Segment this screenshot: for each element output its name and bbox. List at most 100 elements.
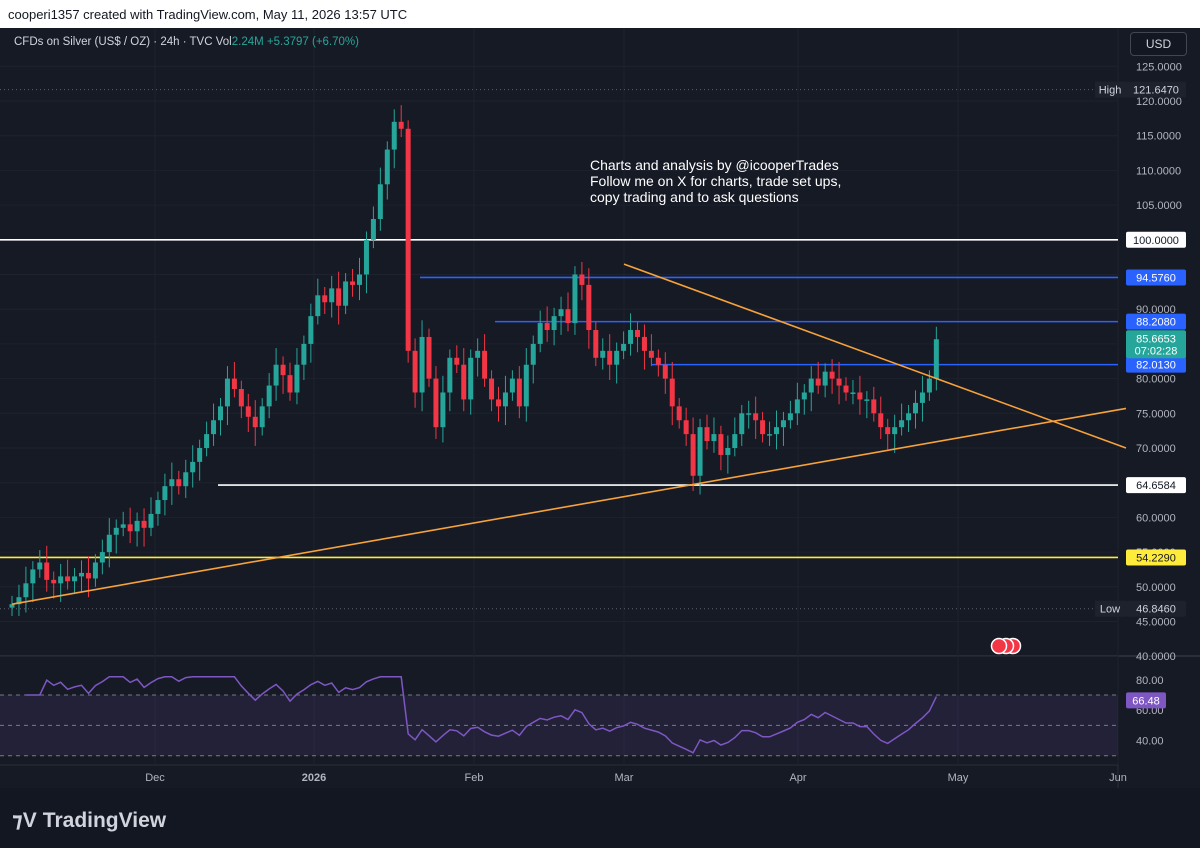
candle[interactable] — [767, 434, 773, 436]
candle[interactable] — [183, 472, 189, 487]
candle[interactable] — [593, 330, 599, 358]
candle[interactable] — [780, 420, 786, 428]
candle[interactable] — [502, 392, 508, 407]
candle[interactable] — [926, 378, 932, 393]
candle[interactable] — [357, 274, 362, 285]
candle[interactable] — [218, 406, 223, 421]
candle[interactable] — [322, 295, 328, 303]
candle[interactable] — [301, 343, 307, 365]
candle[interactable] — [162, 486, 168, 501]
candle[interactable] — [65, 576, 71, 582]
tradingview-logo[interactable]: ⁊V TradingView — [12, 808, 166, 833]
candle[interactable] — [913, 402, 918, 414]
candle[interactable] — [461, 364, 467, 400]
candle[interactable] — [113, 527, 119, 535]
candle[interactable] — [509, 378, 515, 393]
candle[interactable] — [329, 288, 335, 303]
candle[interactable] — [141, 520, 147, 528]
candle[interactable] — [586, 284, 592, 331]
candle[interactable] — [600, 350, 606, 358]
candle[interactable] — [676, 406, 682, 421]
candle[interactable] — [697, 427, 703, 476]
candle[interactable] — [377, 184, 383, 219]
candle[interactable] — [51, 579, 57, 584]
candle[interactable] — [72, 576, 78, 582]
candle[interactable] — [878, 413, 884, 428]
candle[interactable] — [808, 378, 814, 393]
candle[interactable] — [621, 343, 627, 351]
candle[interactable] — [739, 413, 745, 435]
candle[interactable] — [857, 392, 863, 400]
candle[interactable] — [99, 552, 105, 563]
candle[interactable] — [836, 378, 842, 386]
candle[interactable] — [245, 406, 251, 417]
symbol-title[interactable]: CFDs on Silver (US$ / OZ) · 24h · TVC — [14, 36, 213, 48]
candle[interactable] — [85, 572, 91, 579]
candle[interactable] — [155, 500, 161, 514]
candle[interactable] — [892, 427, 898, 435]
candle[interactable] — [864, 399, 870, 401]
candle[interactable] — [273, 364, 279, 386]
candle[interactable] — [454, 357, 460, 365]
candle[interactable] — [537, 323, 543, 344]
candle[interactable] — [614, 350, 620, 365]
candle[interactable] — [572, 274, 578, 324]
candle[interactable] — [384, 149, 390, 185]
candle[interactable] — [294, 364, 300, 393]
candle[interactable] — [287, 375, 293, 393]
event-flag-icon[interactable] — [990, 637, 1008, 655]
candle[interactable] — [176, 479, 182, 487]
candle[interactable] — [753, 413, 759, 421]
candle[interactable] — [169, 479, 175, 487]
candle[interactable] — [919, 392, 925, 403]
currency-button[interactable]: USD — [1130, 32, 1187, 56]
candle[interactable] — [718, 434, 724, 455]
candle[interactable] — [37, 562, 43, 570]
candle[interactable] — [885, 427, 891, 435]
candle[interactable] — [871, 399, 877, 414]
candle[interactable] — [433, 378, 439, 428]
candle[interactable] — [190, 461, 196, 473]
candle[interactable] — [489, 378, 495, 400]
candle[interactable] — [933, 339, 939, 379]
candle[interactable] — [343, 281, 349, 306]
candle[interactable] — [447, 357, 453, 393]
candle[interactable] — [280, 364, 286, 376]
candle[interactable] — [683, 420, 689, 435]
candle[interactable] — [120, 524, 126, 528]
candle[interactable] — [558, 309, 564, 317]
candle[interactable] — [9, 604, 15, 608]
candle[interactable] — [211, 420, 217, 435]
candle[interactable] — [231, 378, 237, 390]
candle[interactable] — [579, 274, 585, 285]
candle[interactable] — [391, 121, 397, 150]
candle[interactable] — [829, 371, 835, 379]
candle[interactable] — [801, 392, 807, 400]
candle[interactable] — [308, 316, 314, 344]
candle[interactable] — [398, 121, 404, 129]
candle[interactable] — [224, 378, 230, 407]
candle[interactable] — [58, 576, 64, 584]
candle[interactable] — [711, 434, 717, 442]
candle[interactable] — [30, 569, 36, 584]
candle[interactable] — [565, 309, 571, 324]
candle[interactable] — [843, 385, 849, 393]
candle[interactable] — [628, 330, 634, 344]
candle[interactable] — [106, 534, 112, 553]
candle[interactable] — [662, 364, 668, 379]
candle[interactable] — [363, 239, 369, 275]
candle[interactable] — [725, 448, 731, 455]
candle[interactable] — [266, 385, 272, 407]
candle[interactable] — [544, 323, 550, 331]
candle[interactable] — [787, 413, 793, 421]
candle[interactable] — [648, 350, 654, 358]
candle[interactable] — [516, 378, 522, 407]
candle[interactable] — [468, 357, 474, 400]
price-chart[interactable]: 125.0000 120.0000 115.0000 110.0000 105.0000… — [0, 0, 1200, 788]
candle[interactable] — [523, 364, 529, 407]
candle[interactable] — [850, 392, 856, 394]
candle[interactable] — [148, 513, 154, 528]
candle[interactable] — [635, 330, 640, 337]
candle[interactable] — [530, 343, 536, 365]
candle[interactable] — [690, 434, 696, 476]
